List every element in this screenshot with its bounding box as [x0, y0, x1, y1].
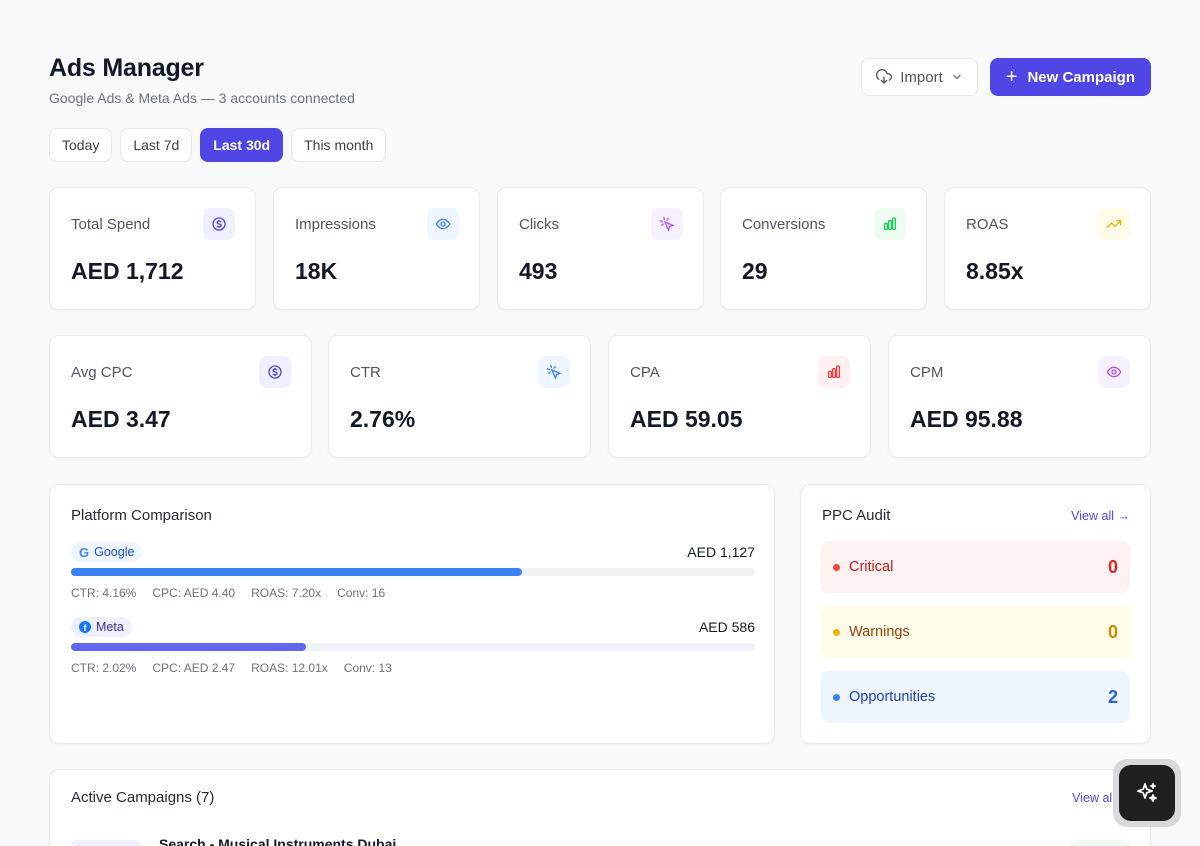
audit-label: Critical	[849, 559, 894, 575]
google-icon: G	[79, 544, 90, 560]
platform-name: Meta	[96, 620, 124, 634]
campaign-status-badge	[1070, 840, 1130, 846]
new-campaign-button[interactable]: + New Campaign	[989, 58, 1151, 96]
kpi-card-cpa: CPA AED 59.05	[608, 335, 871, 458]
facebook-icon: f	[79, 621, 91, 633]
range-tab-this-month[interactable]: This month	[291, 128, 387, 162]
chevron-down-icon	[953, 74, 961, 80]
kpi-label: CTR	[350, 364, 381, 381]
audit-row-warnings[interactable]: Warnings 0	[821, 606, 1130, 658]
import-button[interactable]: Import	[861, 58, 978, 96]
spend-bar-track	[71, 643, 755, 651]
active-campaigns-card: Active Campaigns (7) View all Search - M…	[49, 769, 1151, 846]
kpi-card-impressions: Impressions 18K	[273, 187, 480, 310]
kpi-label: Total Spend	[71, 216, 151, 233]
bar-chart-icon	[818, 356, 850, 388]
kpi-label: Avg CPC	[71, 364, 133, 381]
kpi-label: Impressions	[295, 216, 376, 233]
platform-amount: AED 1,127	[687, 544, 755, 560]
ppc-audit-card: PPC Audit View all → Critical 0 Warnings…	[800, 484, 1151, 744]
page-header: Ads Manager Google Ads & Meta Ads — 3 ac…	[49, 54, 1151, 114]
stat-cpc: CPC: AED 4.40	[152, 586, 236, 600]
cursor-click-icon	[538, 356, 570, 388]
sparkles-icon	[1119, 765, 1175, 821]
kpi-label: Conversions	[742, 216, 826, 233]
eye-icon	[427, 208, 459, 240]
kpi-value: 493	[519, 258, 558, 284]
page-title: Ads Manager	[49, 54, 204, 82]
campaign-name[interactable]: Search - Musical Instruments Dubai	[159, 836, 397, 846]
audit-label: Warnings	[849, 624, 910, 640]
platform-comparison-title: Platform Comparison	[71, 507, 212, 524]
platform-name: Google	[94, 545, 135, 559]
platform-comparison-card: Platform Comparison G Google AED 1,127 C…	[49, 484, 775, 744]
spend-bar-fill	[71, 643, 307, 651]
kpi-card-cpm: CPM AED 95.88	[888, 335, 1151, 458]
stat-conv: Conv: 16	[337, 586, 386, 600]
stat-cpc: CPC: AED 2.47	[152, 661, 236, 675]
spend-bar-fill	[71, 568, 523, 576]
dollar-icon	[259, 356, 291, 388]
active-campaigns-title: Active Campaigns (7)	[71, 789, 215, 806]
range-tab-last-7d[interactable]: Last 7d	[120, 128, 193, 162]
kpi-value: AED 1,712	[71, 258, 184, 284]
stat-ctr: CTR: 4.16%	[71, 586, 137, 600]
header-actions: Import + New Campaign	[861, 58, 1151, 96]
audit-view-all-link[interactable]: View all →	[1071, 509, 1130, 523]
kpi-label: CPA	[630, 364, 660, 381]
status-dot	[833, 693, 840, 701]
google-badge: G Google	[71, 542, 143, 562]
kpi-label: CPM	[910, 364, 944, 381]
kpi-value: 29	[742, 258, 768, 284]
audit-count: 0	[1107, 556, 1118, 577]
stat-roas: ROAS: 7.20x	[251, 586, 322, 600]
cursor-click-icon	[651, 208, 683, 240]
kpi-value: AED 3.47	[71, 406, 171, 432]
status-dot	[833, 563, 840, 571]
audit-count: 2	[1107, 686, 1118, 707]
dollar-icon	[203, 208, 235, 240]
eye-icon	[1098, 356, 1130, 388]
audit-label: Opportunities	[849, 689, 936, 705]
audit-count: 0	[1107, 621, 1118, 642]
kpi-label: Clicks	[519, 216, 559, 233]
kpi-card-clicks: Clicks 493	[497, 187, 704, 310]
kpi-card-total-spend: Total Spend AED 1,712	[49, 187, 256, 310]
stat-ctr: CTR: 2.02%	[71, 661, 137, 675]
kpi-value: AED 59.05	[630, 406, 743, 432]
trending-up-icon	[1098, 208, 1130, 240]
status-dot	[833, 628, 840, 636]
kpi-value: 8.85x	[966, 258, 1024, 284]
meta-badge: f Meta	[71, 617, 132, 637]
plus-icon: +	[1005, 66, 1018, 88]
cloud-download-icon	[876, 69, 893, 84]
kpi-value: 18K	[295, 258, 338, 284]
page-subtitle: Google Ads & Meta Ads — 3 accounts conne…	[49, 90, 355, 106]
kpi-label: ROAS	[966, 216, 1009, 233]
kpi-card-conversions: Conversions 29	[720, 187, 927, 310]
kpi-value: 2.76%	[350, 406, 416, 432]
kpi-value: AED 95.88	[910, 406, 1023, 432]
range-tab-last-30d[interactable]: Last 30d	[200, 128, 284, 162]
kpi-card-avg-cpc: Avg CPC AED 3.47	[49, 335, 312, 458]
audit-row-critical[interactable]: Critical 0	[821, 541, 1130, 593]
new-campaign-label: New Campaign	[1027, 68, 1135, 86]
date-range-tabs: Today Last 7d Last 30d This month	[49, 128, 387, 162]
ai-assistant-button[interactable]	[1113, 759, 1181, 827]
spend-bar-track	[71, 568, 755, 576]
campaign-platform-badge	[71, 840, 141, 846]
import-label: Import	[900, 68, 943, 86]
kpi-card-ctr: CTR 2.76%	[328, 335, 591, 458]
platform-stats: CTR: 2.02% CPC: AED 2.47 ROAS: 12.01x Co…	[71, 661, 392, 675]
platform-amount: AED 586	[698, 619, 755, 635]
bar-chart-icon	[874, 208, 906, 240]
kpi-card-roas: ROAS 8.85x	[944, 187, 1151, 310]
audit-row-opportunities[interactable]: Opportunities 2	[821, 671, 1130, 723]
stat-conv: Conv: 13	[343, 661, 392, 675]
ppc-audit-title: PPC Audit	[822, 507, 891, 524]
stat-roas: ROAS: 12.01x	[251, 661, 328, 675]
campaigns-view-all-link[interactable]: View all	[1072, 791, 1115, 805]
platform-stats: CTR: 4.16% CPC: AED 4.40 ROAS: 7.20x Con…	[71, 586, 385, 600]
range-tab-today[interactable]: Today	[49, 128, 113, 162]
